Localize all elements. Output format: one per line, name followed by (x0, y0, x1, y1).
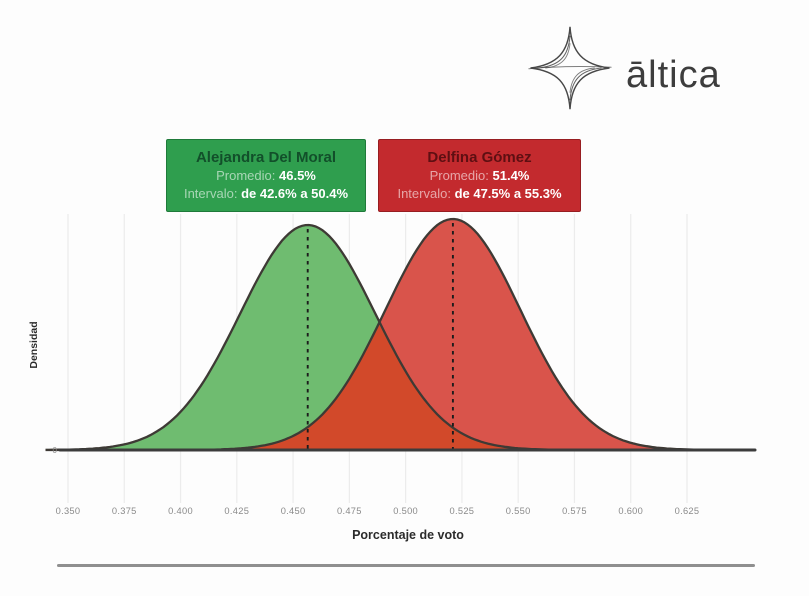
x-tick-label: 0.625 (675, 506, 700, 516)
x-tick-label: 0.475 (337, 506, 362, 516)
candidate-name: Delfina Gómez (427, 149, 532, 166)
altica-logo: āltica (528, 24, 721, 112)
candidate-mean-line: Promedio: 51.4% (385, 167, 574, 185)
interval-value: de 47.5% a 55.3% (454, 186, 562, 201)
mean-value: 46.5% (279, 168, 316, 183)
footer-divider (57, 564, 755, 567)
interval-label: Intervalo: (397, 186, 451, 201)
altica-star-icon (528, 26, 612, 110)
candidate-mean-line: Promedio: 46.5% (173, 167, 359, 185)
x-tick-label: 0.375 (112, 506, 137, 516)
x-tick-labels: 0.350 0.375 0.400 0.425 0.450 0.475 0.500 0.525… (56, 506, 700, 516)
x-tick-label: 0.575 (562, 506, 587, 516)
interval-label: Intervalo: (183, 186, 238, 201)
logo-wordmark: āltica (626, 54, 721, 96)
candidate-interval-line: Intervalo: de 47.5% a 55.3% (385, 185, 574, 203)
mean-value: 51.4% (492, 168, 530, 183)
x-tick-label: 0.550 (506, 506, 531, 516)
x-axis-title: Porcentaje de voto (352, 528, 464, 542)
candidate-interval-line: Intervalo: de 42.6% a 50.4% (173, 185, 359, 203)
y-zero-label: 0 (53, 446, 58, 455)
y-axis-title: Densidad (28, 321, 40, 368)
candidate-box-del-moral: Alejandra Del Moral Promedio: 46.5% Inte… (166, 139, 366, 212)
x-tick-label: 0.400 (168, 506, 193, 516)
interval-value: de 42.6% a 50.4% (241, 186, 349, 201)
x-tick-label: 0.425 (224, 506, 249, 516)
density-overlap-area (45, 322, 721, 450)
candidate-box-gomez: Delfina Gómez Promedio: 51.4% Intervalo:… (378, 139, 581, 212)
mean-label: Promedio: (429, 168, 489, 183)
mean-label: Promedio: (216, 168, 276, 183)
x-tick-label: 0.525 (450, 506, 475, 516)
candidate-name: Alejandra Del Moral (195, 149, 337, 166)
x-tick-label: 0.600 (618, 506, 643, 516)
x-tick-label: 0.500 (393, 506, 418, 516)
x-tick-label: 0.350 (56, 506, 81, 516)
x-tick-label: 0.450 (281, 506, 306, 516)
